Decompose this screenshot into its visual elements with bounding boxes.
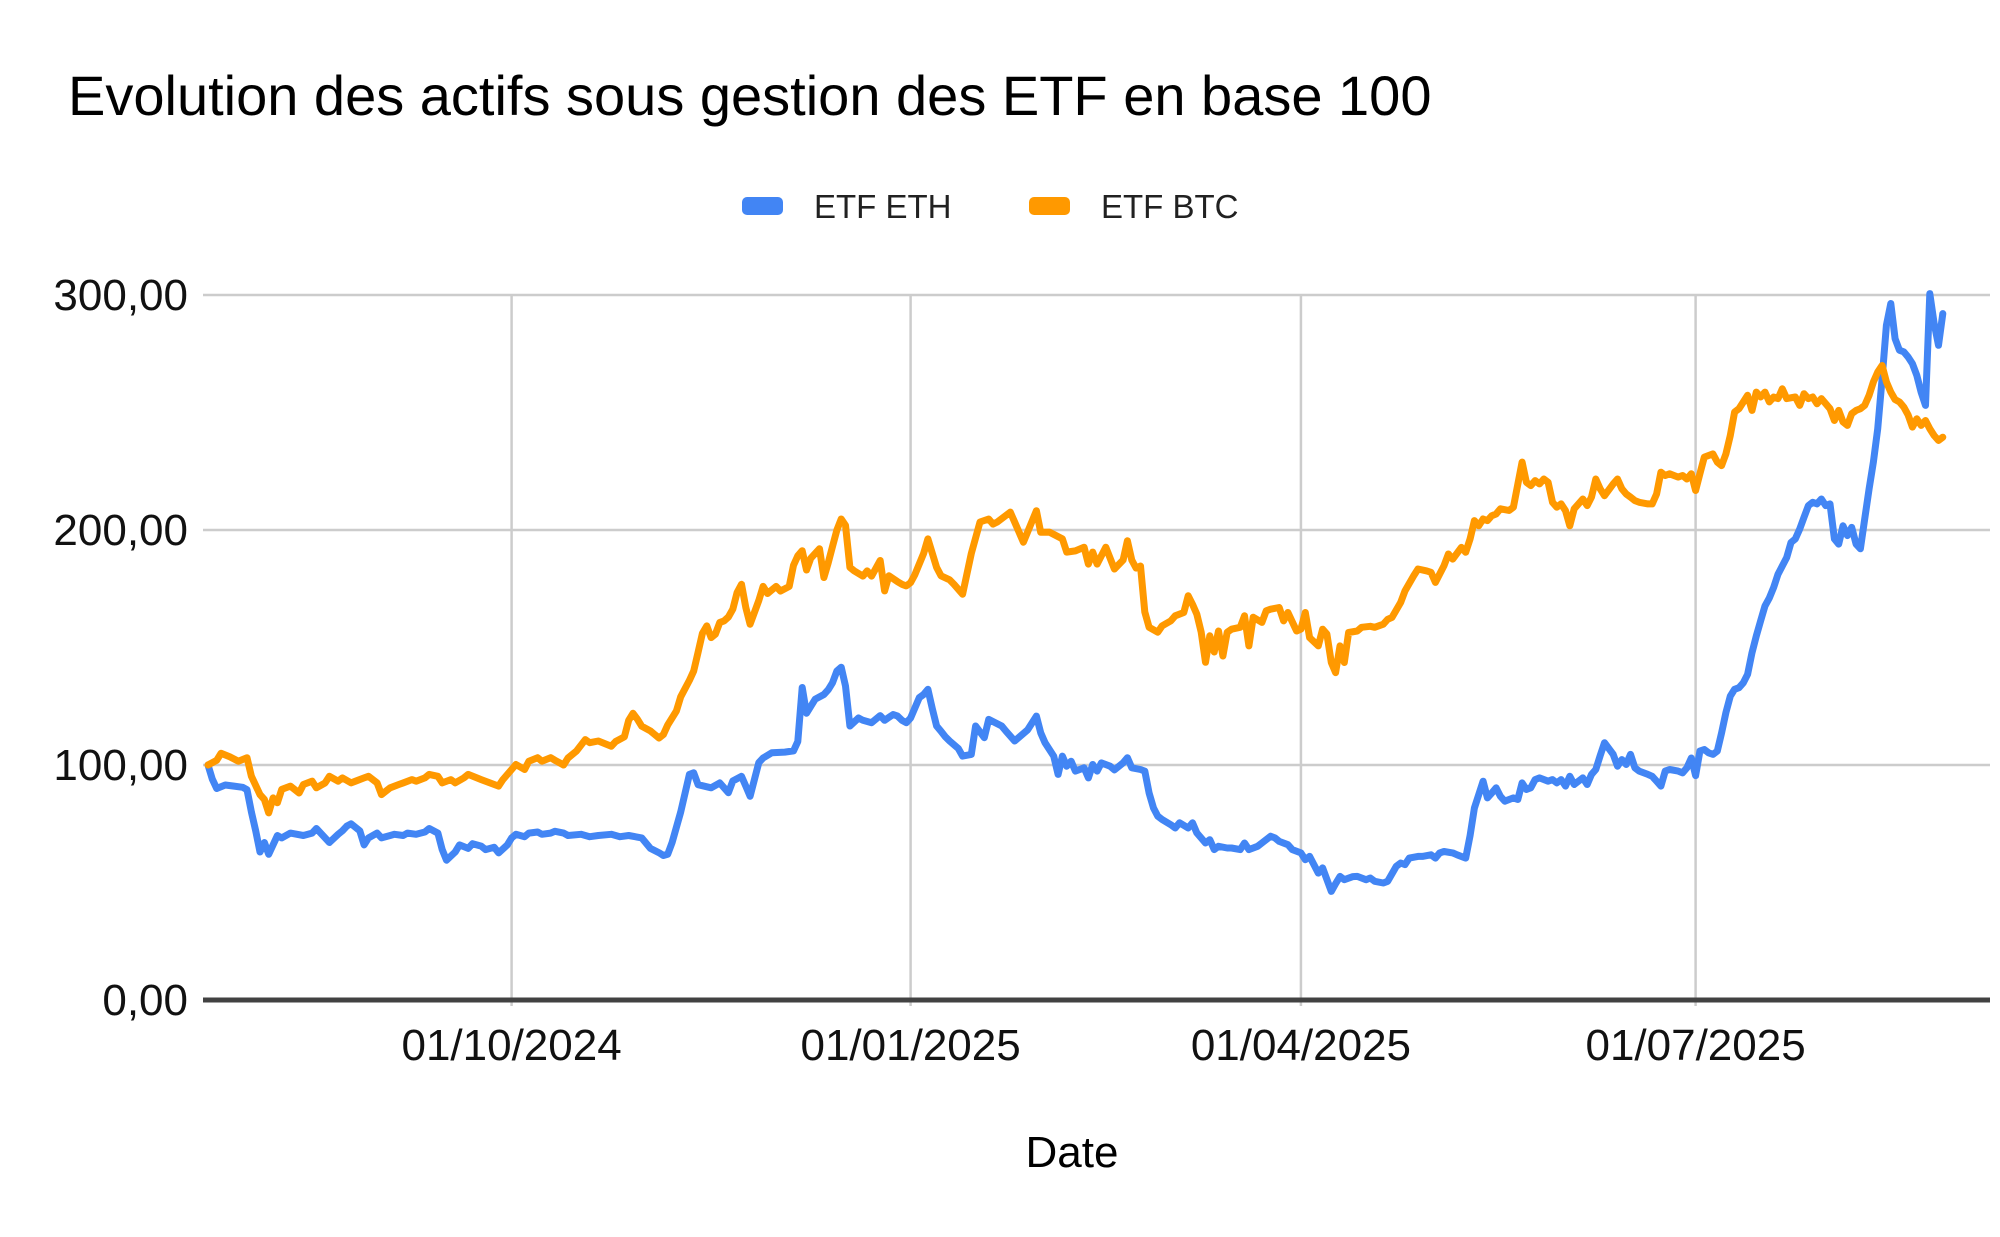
y-tick-label-0,00: 0,00 bbox=[102, 976, 188, 1025]
x-tick-label-01/07/2025: 01/07/2025 bbox=[1585, 1021, 1805, 1070]
chart-title: Evolution des actifs sous gestion des ET… bbox=[68, 64, 1431, 127]
series-lines bbox=[204, 290, 1947, 895]
x-tick-label-01/04/2025: 01/04/2025 bbox=[1191, 1021, 1411, 1070]
x-tick-label-01/10/2024: 01/10/2024 bbox=[401, 1021, 621, 1070]
y-tick-label-300,00: 300,00 bbox=[53, 271, 188, 320]
y-tick-label-100,00: 100,00 bbox=[53, 741, 188, 790]
y-tick-label-200,00: 200,00 bbox=[53, 506, 188, 555]
legend-swatch-etf-btc bbox=[1029, 197, 1070, 215]
x-tick-label-01/01/2025: 01/01/2025 bbox=[800, 1021, 1020, 1070]
y-axis-tick-labels: 0,00 100,00 200,00 300,00 bbox=[53, 271, 188, 1025]
x-axis-title: Date bbox=[1026, 1128, 1119, 1177]
x-axis-tick-labels: 01/10/2024 01/01/2025 01/04/2025 01/07/2025 bbox=[401, 1021, 1805, 1070]
legend: ETF ETH ETF BTC bbox=[742, 188, 1239, 225]
legend-label-etf-btc: ETF BTC bbox=[1101, 188, 1239, 225]
series-line-etf-btc bbox=[204, 362, 1947, 817]
legend-label-etf-eth: ETF ETH bbox=[814, 188, 952, 225]
series-line-etf-eth bbox=[204, 290, 1947, 895]
legend-swatch-etf-eth bbox=[742, 197, 783, 215]
